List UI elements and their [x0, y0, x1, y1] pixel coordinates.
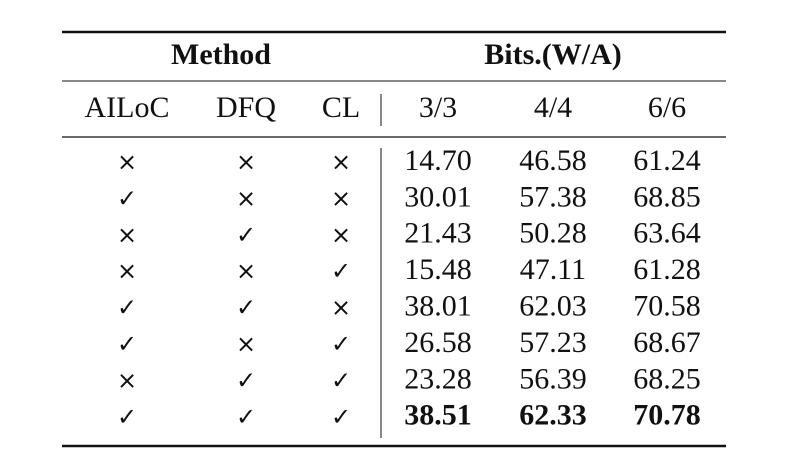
method-flag: ×: [331, 294, 351, 322]
method-flag: ×: [117, 148, 137, 176]
method-flag: ×: [331, 184, 351, 212]
column-header: CL: [322, 91, 360, 124]
score-cell: 68.25: [633, 362, 701, 395]
score-cell: 47.11: [520, 253, 586, 286]
score-cell: 63.64: [633, 217, 701, 250]
score-cell: 56.39: [519, 362, 587, 395]
score-cell: 70.78: [633, 399, 701, 432]
method-flag: ✓: [331, 366, 351, 394]
method-flag: ✓: [117, 403, 137, 431]
method-flag: ✓: [331, 403, 351, 431]
method-flag: ×: [117, 366, 137, 394]
score-cell: 50.28: [519, 217, 587, 250]
column-header: DFQ: [216, 91, 276, 124]
score-cell: 23.28: [404, 362, 472, 395]
method-flag: ×: [236, 257, 256, 285]
score-cell: 38.01: [404, 289, 472, 322]
method-flag: ✓: [236, 403, 256, 431]
method-flag: ✓: [236, 221, 256, 249]
score-cell: 62.03: [519, 289, 587, 322]
method-flag: ✓: [117, 330, 137, 358]
method-flag: ×: [331, 221, 351, 249]
method-flag: ✓: [117, 294, 137, 322]
column-header: 6/6: [648, 91, 686, 124]
score-cell: 30.01: [404, 180, 472, 213]
method-flag: ✓: [331, 257, 351, 285]
method-flag: ×: [117, 257, 137, 285]
score-cell: 61.28: [633, 253, 701, 286]
method-flag: ×: [236, 330, 256, 358]
score-cell: 46.58: [519, 144, 587, 177]
score-cell: 61.24: [633, 144, 701, 177]
method-flag: ✓: [236, 366, 256, 394]
column-header: 4/4: [534, 91, 572, 124]
score-cell: 70.58: [633, 289, 701, 322]
score-cell: 15.48: [404, 253, 472, 286]
score-cell: 62.33: [519, 399, 587, 432]
score-cell: 14.70: [404, 144, 472, 177]
score-cell: 68.67: [633, 326, 701, 359]
score-cell: 57.23: [519, 326, 587, 359]
method-flag: ×: [331, 148, 351, 176]
score-cell: 68.85: [633, 180, 701, 213]
score-cell: 57.38: [519, 180, 587, 213]
method-flag: ✓: [117, 184, 137, 212]
score-cell: 26.58: [404, 326, 472, 359]
score-cell: 38.51: [404, 399, 472, 432]
method-flag: ✓: [236, 294, 256, 322]
method-flag: ×: [236, 148, 256, 176]
score-cell: 21.43: [404, 217, 472, 250]
group-header: Method: [171, 38, 271, 71]
column-header: AILoC: [85, 91, 170, 124]
method-flag: ×: [236, 184, 256, 212]
group-header: Bits.(W/A): [484, 38, 622, 71]
method-flag: ×: [117, 221, 137, 249]
method-flag: ✓: [331, 330, 351, 358]
column-header: 3/3: [419, 91, 457, 124]
